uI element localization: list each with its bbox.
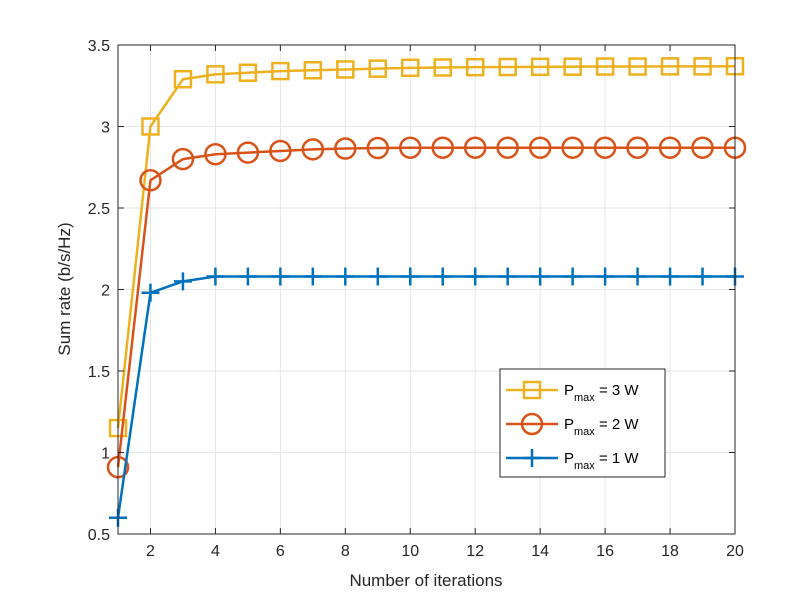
data-point-square <box>141 117 160 136</box>
legend-label-subscript: max <box>574 426 595 438</box>
series-square <box>108 56 745 438</box>
legend-marker <box>522 380 542 400</box>
data-point-plus <box>498 267 517 286</box>
y-tick-label: 2.5 <box>88 201 110 218</box>
data-point-square <box>368 59 388 78</box>
data-point-circle <box>496 136 519 159</box>
x-tick-label: 20 <box>726 543 744 560</box>
data-point-square <box>660 57 680 76</box>
x-tick-label: 8 <box>341 543 350 560</box>
data-point-plus <box>238 267 257 286</box>
data-point-circle <box>463 136 487 159</box>
data-point-square <box>628 57 647 76</box>
data-point-plus <box>271 267 290 286</box>
legend-label-main: P <box>564 450 574 467</box>
axis-ticks: 2 4 6 8 10 12 14 16 18 20 0.5 1 1.5 2 2.5 3 3.5 <box>88 38 744 560</box>
series-line <box>116 146 735 468</box>
x-tick-label: 12 <box>466 543 484 560</box>
data-point-square <box>563 57 582 76</box>
data-point-plus <box>433 267 452 286</box>
data-point-square <box>433 58 452 77</box>
y-tick-label: 2 <box>101 283 110 300</box>
legend-label-rest: = 3 W <box>595 382 640 399</box>
data-point-circle <box>301 138 325 161</box>
legend-label-subscript: max <box>574 460 595 472</box>
legend-label-rest: = 1 W <box>595 450 640 467</box>
x-tick-label: 6 <box>276 543 285 560</box>
data-point-circle <box>171 147 195 171</box>
data-point-circle <box>528 136 552 159</box>
legend-label: Pmax = 3 W <box>564 382 639 404</box>
data-point-plus <box>661 267 680 286</box>
legend-item: Pmax = 1 W <box>506 449 639 472</box>
legend-label-main: P <box>564 416 574 433</box>
data-point-square <box>595 57 615 76</box>
data-point-square <box>401 58 420 78</box>
data-point-plus <box>368 267 387 286</box>
legend-marker <box>523 449 541 467</box>
y-axis-label: Sum rate (b/s/Hz) <box>55 222 74 355</box>
legend-item: Pmax = 2 W <box>506 412 639 438</box>
legend-label-rest: = 2 W <box>595 416 640 433</box>
data-point-circle <box>366 136 390 160</box>
legend-label-main: P <box>564 382 574 399</box>
series-circle <box>106 136 747 479</box>
legend-label: Pmax = 1 W <box>564 450 639 472</box>
data-point-plus <box>173 272 192 291</box>
data-point-plus <box>303 267 322 286</box>
data-point-plus <box>401 267 420 286</box>
x-tick-label: 4 <box>211 543 220 560</box>
data-point-circle <box>561 136 584 159</box>
data-point-circle <box>236 141 260 164</box>
data-point-circle <box>626 136 649 159</box>
data-point-square <box>530 57 550 77</box>
y-tick-label: 1 <box>101 446 110 463</box>
legend-label: Pmax = 2 W <box>564 416 639 438</box>
data-point-plus <box>336 267 355 286</box>
data-point-circle <box>431 136 454 159</box>
data-point-circle <box>399 136 422 159</box>
data-point-square <box>498 57 517 77</box>
data-point-plus <box>596 267 615 286</box>
x-axis-label: Number of iterations <box>349 571 502 590</box>
x-tick-label: 2 <box>146 543 155 560</box>
y-tick-label: 1.5 <box>88 364 110 381</box>
data-point-circle <box>139 169 162 192</box>
data-point-square <box>271 61 290 81</box>
data-point-square <box>303 61 323 80</box>
x-tick-label: 14 <box>531 543 549 560</box>
data-point-circle <box>334 137 357 160</box>
legend-marker <box>520 412 544 436</box>
data-point-square <box>336 60 355 79</box>
x-tick-label: 10 <box>401 543 419 560</box>
data-point-square <box>693 57 712 76</box>
series-layer <box>106 56 747 527</box>
data-point-plus <box>141 283 160 302</box>
legend-label-subscript: max <box>574 392 595 404</box>
y-tick-label: 3.5 <box>88 38 110 55</box>
data-point-circle <box>269 139 292 163</box>
x-tick-label: 18 <box>661 543 679 560</box>
data-point-circle <box>658 136 682 159</box>
data-point-square <box>238 63 258 82</box>
data-point-plus <box>693 267 712 286</box>
data-point-square <box>206 65 225 84</box>
data-point-circle <box>691 136 714 159</box>
data-point-plus <box>563 267 582 286</box>
data-point-plus <box>206 267 225 286</box>
data-point-circle <box>593 136 617 159</box>
legend-item: Pmax = 3 W <box>506 380 639 404</box>
series-line <box>116 64 736 429</box>
x-tick-label: 16 <box>596 543 614 560</box>
data-point-square <box>173 69 193 89</box>
data-point-plus <box>531 267 550 286</box>
data-point-square <box>465 57 485 77</box>
y-tick-label: 3 <box>101 120 110 137</box>
y-tick-label: 0.5 <box>88 527 110 544</box>
data-point-plus <box>466 267 485 286</box>
data-point-circle <box>204 142 227 166</box>
data-point-plus <box>628 267 647 286</box>
